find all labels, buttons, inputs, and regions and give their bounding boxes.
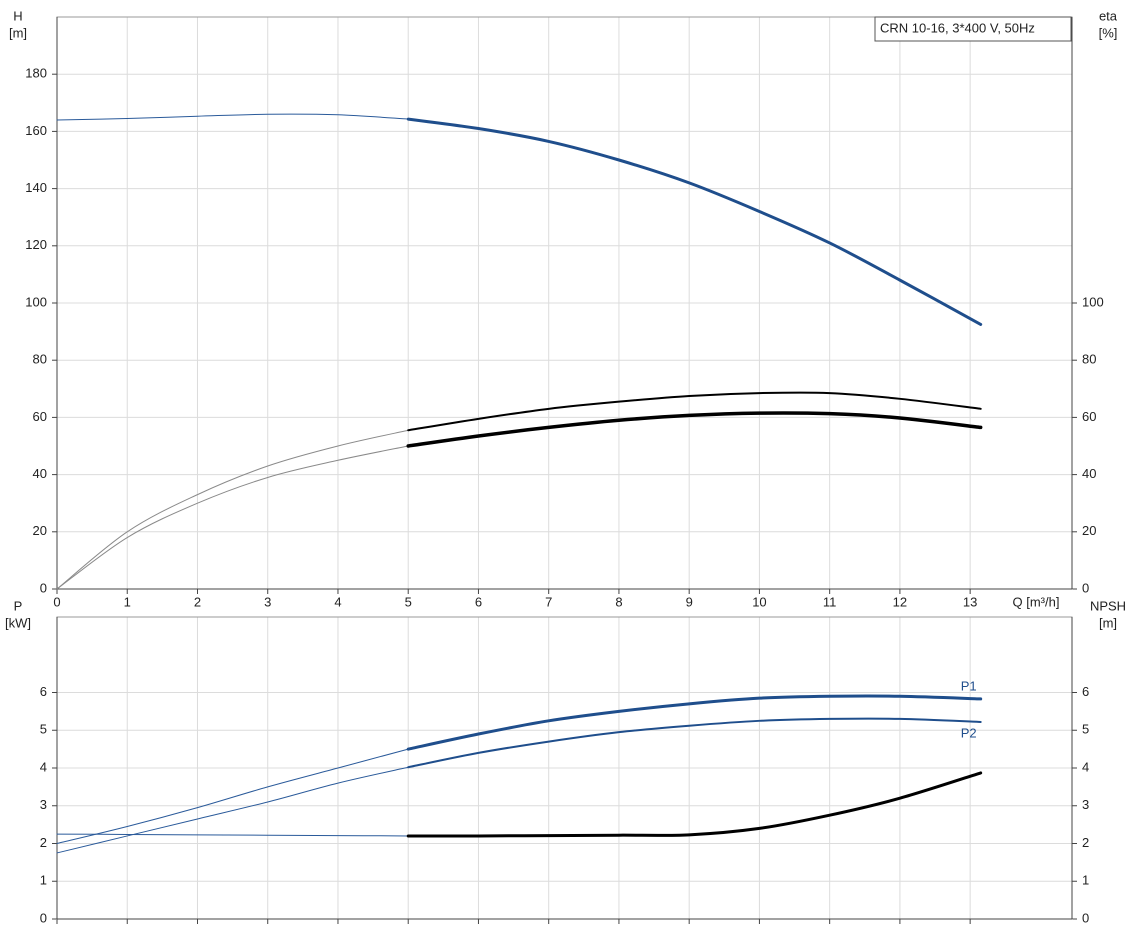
y-tick-label: 120 xyxy=(25,237,47,252)
x-tick-label: 12 xyxy=(893,594,907,609)
y-tick-label: 6 xyxy=(40,684,47,699)
x-tick-label: 9 xyxy=(686,594,693,609)
y2-tick-label: 5 xyxy=(1082,722,1089,737)
y-axis-label: [kW] xyxy=(5,615,31,630)
y2-tick-label: 100 xyxy=(1082,294,1104,309)
y-tick-label: 60 xyxy=(33,409,47,424)
y-tick-label: 2 xyxy=(40,835,47,850)
y2-tick-label: 3 xyxy=(1082,797,1089,812)
x-tick-label: 0 xyxy=(53,594,60,609)
x-tick-label: 8 xyxy=(615,594,622,609)
x-tick-label: 7 xyxy=(545,594,552,609)
y-tick-label: 80 xyxy=(33,352,47,367)
x-tick-label: 4 xyxy=(334,594,341,609)
y2-tick-label: 20 xyxy=(1082,523,1096,538)
y-tick-label: 160 xyxy=(25,123,47,138)
curve xyxy=(406,411,983,448)
y2-tick-label: 6 xyxy=(1082,684,1089,699)
y2-tick-label: 0 xyxy=(1082,580,1089,595)
x-tick-label: 6 xyxy=(475,594,482,609)
x-tick-label: 5 xyxy=(405,594,412,609)
curve xyxy=(56,429,409,590)
curve xyxy=(56,766,409,854)
curve xyxy=(56,445,409,590)
series-label: P1 xyxy=(961,678,977,693)
curve xyxy=(56,113,409,121)
y2-tick-label: 1 xyxy=(1082,873,1089,888)
x-tick-label: 13 xyxy=(963,594,977,609)
y2-axis-label: [%] xyxy=(1099,25,1118,40)
x-tick-label: 1 xyxy=(124,594,131,609)
y2-tick-label: 2 xyxy=(1082,835,1089,850)
y2-tick-label: 0 xyxy=(1082,910,1089,925)
x-tick-label: 11 xyxy=(823,594,837,609)
y2-tick-label: 60 xyxy=(1082,409,1096,424)
y-tick-label: 1 xyxy=(40,873,47,888)
y-tick-label: 0 xyxy=(40,580,47,595)
curve xyxy=(406,117,983,326)
y-tick-label: 4 xyxy=(40,759,47,774)
curve xyxy=(406,771,983,838)
title-box xyxy=(874,16,1072,42)
curve xyxy=(56,748,409,844)
y-tick-label: 5 xyxy=(40,722,47,737)
y2-axis-label: NPSH xyxy=(1090,598,1126,613)
y2-tick-label: 80 xyxy=(1082,352,1096,367)
y-tick-label: 140 xyxy=(25,180,47,195)
curve xyxy=(407,717,982,769)
x-tick-label: 10 xyxy=(752,594,766,609)
y2-tick-label: 4 xyxy=(1082,759,1089,774)
y2-axis-label: eta xyxy=(1099,8,1118,23)
curve xyxy=(407,391,982,432)
y-axis-label: [m] xyxy=(9,25,27,40)
x-axis-label: Q [m³/h] xyxy=(1013,594,1060,609)
curve xyxy=(406,694,983,751)
x-tick-label: 3 xyxy=(264,594,271,609)
y-tick-label: 20 xyxy=(33,523,47,538)
y-axis-label: H xyxy=(13,8,22,23)
chart-title: CRN 10-16, 3*400 V, 50Hz xyxy=(880,20,1035,35)
y-tick-label: 3 xyxy=(40,797,47,812)
y-tick-label: 180 xyxy=(25,66,47,81)
y-axis-label: P xyxy=(14,598,23,613)
y2-axis-label: [m] xyxy=(1099,615,1117,630)
y-tick-label: 40 xyxy=(33,466,47,481)
y2-tick-label: 40 xyxy=(1082,466,1096,481)
y-tick-label: 0 xyxy=(40,910,47,925)
curve xyxy=(56,833,409,837)
series-label: P2 xyxy=(961,725,977,740)
x-tick-label: 2 xyxy=(194,594,201,609)
y-tick-label: 100 xyxy=(25,294,47,309)
